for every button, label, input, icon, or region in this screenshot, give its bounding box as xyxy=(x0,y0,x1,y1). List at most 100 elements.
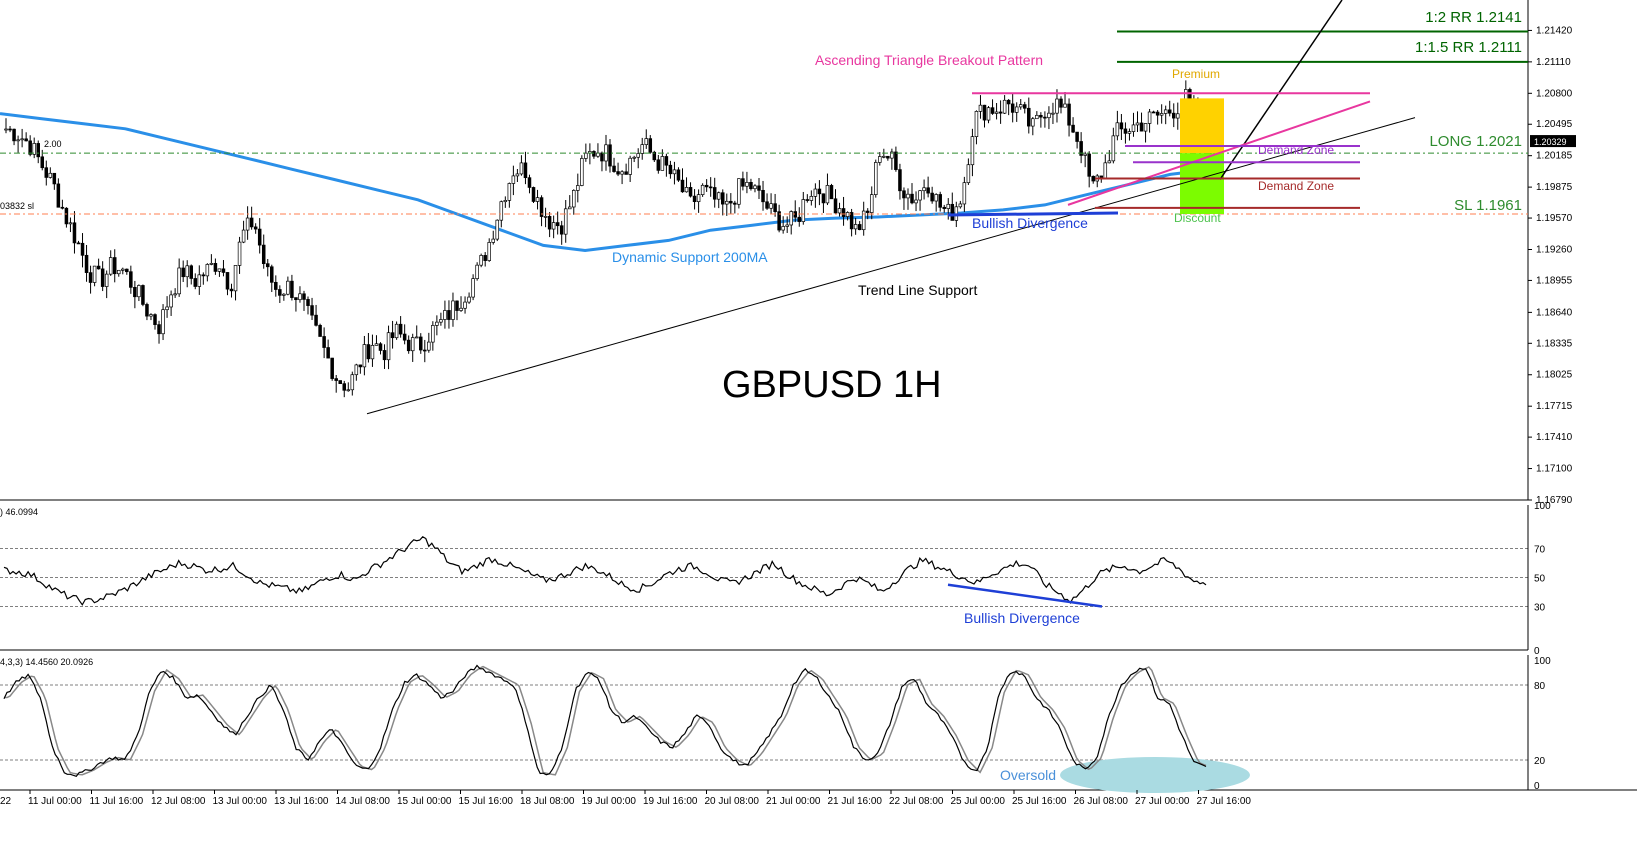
candle-body-85 xyxy=(346,389,351,392)
candle-body-175 xyxy=(708,186,713,189)
candle-body-216 xyxy=(874,162,878,195)
candle-body-94 xyxy=(382,350,387,361)
time-tick-label-15: 25 Jul 00:00 xyxy=(951,796,1006,807)
candle-body-212 xyxy=(857,224,862,231)
candle-body-210 xyxy=(849,212,854,230)
candle-body-19 xyxy=(80,242,85,256)
candle-body-237 xyxy=(958,203,963,208)
candle-body-153 xyxy=(620,171,624,175)
time-tick-label-7: 15 Jul 16:00 xyxy=(459,796,514,807)
rsi-header: ) 46.0994 xyxy=(0,507,38,517)
candle-body-118 xyxy=(479,255,483,266)
premium-zone xyxy=(1180,98,1224,154)
annotation-labels: GBPUSD 1H Ascending Triangle Breakout Pat… xyxy=(0,9,1522,783)
candle-body-276 xyxy=(1115,122,1120,137)
candle-body-225 xyxy=(910,193,914,204)
candle-body-278 xyxy=(1123,128,1128,134)
candle-body-55 xyxy=(225,272,230,290)
candle-body-75 xyxy=(306,299,310,306)
candle-body-46 xyxy=(189,265,193,279)
trend-support-label: Trend Line Support xyxy=(858,282,977,298)
candle-body-63 xyxy=(257,228,262,246)
candle-body-39 xyxy=(161,309,165,335)
candle-body-13 xyxy=(56,183,61,208)
candle-body-290 xyxy=(1171,112,1176,119)
axis-labels: 1.21420 1.21110 1.20800 1.20495 1.20185 1.198… xyxy=(0,25,1576,807)
candle-body-114 xyxy=(463,301,467,309)
candle-body-199 xyxy=(805,199,810,201)
candle-body-162 xyxy=(656,159,661,171)
candle-body-57 xyxy=(233,265,238,292)
candle-body-91 xyxy=(370,345,375,360)
chart-drawings xyxy=(0,0,1528,415)
candle-body-228 xyxy=(922,187,926,192)
candle-body-74 xyxy=(302,293,306,300)
price-tick-label-7: 1.19260 xyxy=(1536,244,1573,255)
candle-body-165 xyxy=(668,164,673,175)
demand-zone-1-label: Demand Zone xyxy=(1258,143,1334,157)
candle-body-59 xyxy=(241,229,246,243)
candle-body-92 xyxy=(374,343,379,346)
candle-body-90 xyxy=(366,344,371,360)
candle-body-172 xyxy=(696,194,701,203)
candle-body-15 xyxy=(64,207,69,225)
candle-body-164 xyxy=(664,156,669,166)
candle-body-201 xyxy=(813,188,818,197)
candle-body-146 xyxy=(592,151,596,157)
ma-200-line xyxy=(0,112,1213,253)
candle-body-273 xyxy=(1103,162,1108,179)
candle-body-11 xyxy=(48,172,53,178)
candle-body-264 xyxy=(1067,103,1071,126)
candle-body-95 xyxy=(386,332,391,361)
candle-body-16 xyxy=(68,222,73,225)
time-tick-label-12: 21 Jul 00:00 xyxy=(766,796,821,807)
candle-body-28 xyxy=(117,269,121,275)
dynamic-support-label: Dynamic Support 200MA xyxy=(612,249,768,265)
candle-body-247 xyxy=(998,111,1003,114)
candle-body-144 xyxy=(584,152,588,159)
candle-body-76 xyxy=(310,305,314,316)
candle-body-253 xyxy=(1023,104,1027,109)
stoch-main-line xyxy=(3,664,1207,778)
candle-body-120 xyxy=(487,242,491,261)
candle-body-246 xyxy=(994,111,999,114)
candle-body-40 xyxy=(165,306,169,311)
candle-body-112 xyxy=(455,300,459,311)
current-price-box xyxy=(1530,135,1576,148)
candle-body-52 xyxy=(213,262,218,272)
candle-body-280 xyxy=(1131,124,1136,132)
time-tick-label-5: 14 Jul 08:00 xyxy=(336,796,391,807)
time-tick-label-3: 13 Jul 00:00 xyxy=(213,796,268,807)
rsi-tick-label-0: 100 xyxy=(1534,501,1551,512)
candle-body-209 xyxy=(845,212,850,217)
candle-body-126 xyxy=(511,175,516,184)
oversold-label: Oversold xyxy=(1000,767,1056,783)
candle-body-188 xyxy=(761,189,765,203)
candle-body-60 xyxy=(245,217,250,231)
candle-body-262 xyxy=(1059,98,1063,108)
candle-body-219 xyxy=(886,155,890,159)
candle-body-289 xyxy=(1167,109,1172,114)
candle-body-113 xyxy=(459,307,463,311)
candle-body-222 xyxy=(898,169,902,192)
candle-body-168 xyxy=(680,179,685,193)
candle-body-249 xyxy=(1006,99,1011,105)
level-label-rr15: 1:1.5 RR 1.2111 xyxy=(1415,39,1522,56)
candle-body-231 xyxy=(934,194,938,202)
stochastic-series: 100 80 20 0 xyxy=(0,656,1551,793)
candle-body-178 xyxy=(721,192,725,205)
time-tick-label-16: 25 Jul 16:00 xyxy=(1012,796,1067,807)
stoch-tick-label-1: 80 xyxy=(1534,681,1546,692)
candle-body-152 xyxy=(616,171,620,175)
candle-body-26 xyxy=(108,257,113,275)
candle-body-286 xyxy=(1155,111,1160,116)
candle-body-190 xyxy=(769,203,773,209)
price-tick-label-15: 1.16790 xyxy=(1536,495,1573,506)
candle-body-223 xyxy=(902,190,906,199)
candle-body-163 xyxy=(660,156,665,171)
candle-body-192 xyxy=(777,211,781,231)
candle-body-148 xyxy=(600,152,604,162)
candle-body-215 xyxy=(869,194,874,213)
candle-body-224 xyxy=(906,193,910,199)
candle-body-183 xyxy=(741,178,745,187)
